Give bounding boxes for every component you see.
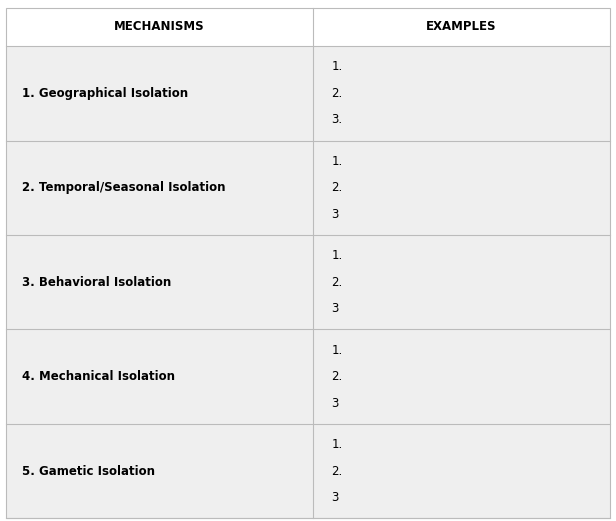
Text: 2.: 2. bbox=[331, 276, 342, 289]
Text: 2.: 2. bbox=[331, 465, 342, 478]
Text: 1.: 1. bbox=[331, 438, 342, 451]
Text: 3: 3 bbox=[331, 208, 339, 221]
Text: 2. Temporal/Seasonal Isolation: 2. Temporal/Seasonal Isolation bbox=[22, 181, 225, 194]
Text: 1.: 1. bbox=[331, 155, 342, 168]
Text: 5. Gametic Isolation: 5. Gametic Isolation bbox=[22, 465, 155, 478]
Text: 2.: 2. bbox=[331, 181, 342, 194]
Text: EXAMPLES: EXAMPLES bbox=[426, 20, 496, 33]
Text: 2.: 2. bbox=[331, 87, 342, 100]
Text: 3.: 3. bbox=[331, 113, 342, 126]
Text: 4. Mechanical Isolation: 4. Mechanical Isolation bbox=[22, 370, 174, 383]
Text: 1. Geographical Isolation: 1. Geographical Isolation bbox=[22, 87, 188, 100]
Bar bbox=[6, 141, 610, 235]
Text: 3: 3 bbox=[331, 491, 339, 504]
Text: MECHANISMS: MECHANISMS bbox=[114, 20, 205, 33]
Bar bbox=[6, 46, 610, 141]
Text: 1.: 1. bbox=[331, 250, 342, 262]
Bar bbox=[6, 329, 610, 424]
Text: 3: 3 bbox=[331, 302, 339, 315]
Text: 1.: 1. bbox=[331, 60, 342, 73]
Text: 3. Behavioral Isolation: 3. Behavioral Isolation bbox=[22, 276, 171, 289]
Text: 2.: 2. bbox=[331, 370, 342, 383]
Bar bbox=[6, 8, 610, 46]
Text: 1.: 1. bbox=[331, 344, 342, 357]
Text: 3: 3 bbox=[331, 396, 339, 410]
Bar bbox=[6, 235, 610, 329]
Bar bbox=[6, 424, 610, 518]
